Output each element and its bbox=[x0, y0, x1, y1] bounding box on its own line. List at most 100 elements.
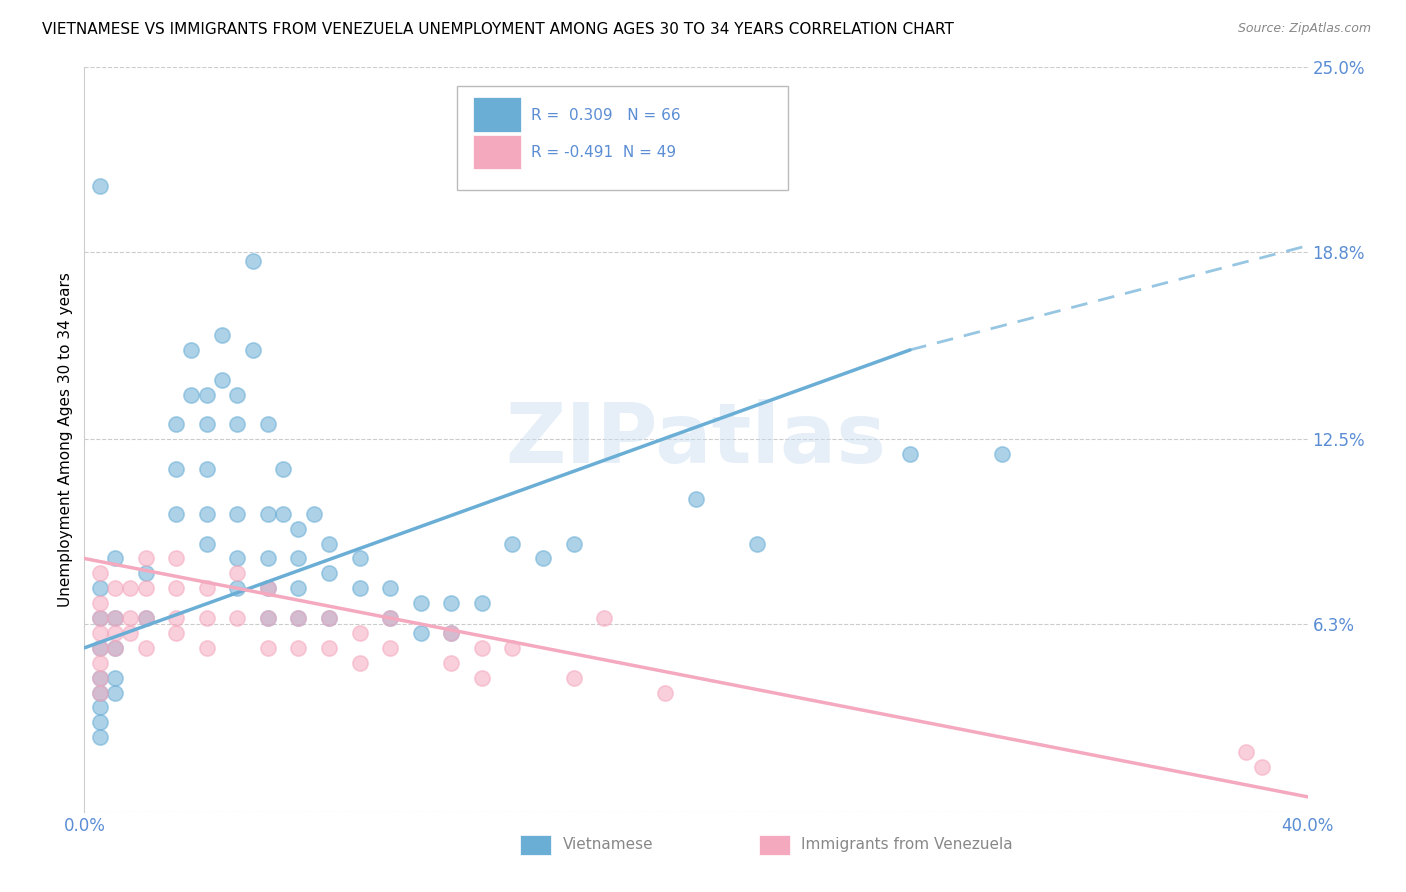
Point bbox=[89, 566, 111, 581]
Point bbox=[104, 611, 127, 625]
Point bbox=[195, 387, 218, 401]
Point bbox=[89, 685, 111, 699]
Point bbox=[135, 640, 157, 655]
Point bbox=[287, 640, 309, 655]
Point bbox=[471, 640, 494, 655]
Point bbox=[89, 179, 111, 194]
Point bbox=[471, 671, 494, 685]
Point bbox=[89, 685, 111, 699]
Point bbox=[89, 715, 111, 730]
Point bbox=[104, 611, 127, 625]
Point bbox=[89, 671, 111, 685]
Point bbox=[89, 582, 111, 596]
Point bbox=[318, 640, 340, 655]
Point bbox=[226, 566, 249, 581]
Point bbox=[89, 626, 111, 640]
Point bbox=[104, 551, 127, 566]
Point bbox=[165, 507, 187, 521]
Point bbox=[104, 640, 127, 655]
Point bbox=[531, 551, 554, 566]
Point bbox=[165, 462, 187, 476]
Point bbox=[440, 626, 463, 640]
Y-axis label: Unemployment Among Ages 30 to 34 years: Unemployment Among Ages 30 to 34 years bbox=[58, 272, 73, 607]
Point bbox=[165, 611, 187, 625]
Point bbox=[271, 507, 294, 521]
Point bbox=[380, 611, 402, 625]
Point bbox=[349, 656, 371, 670]
Point bbox=[89, 671, 111, 685]
Point bbox=[104, 582, 127, 596]
Point bbox=[1234, 745, 1257, 759]
Point bbox=[135, 611, 157, 625]
Point bbox=[104, 626, 127, 640]
Text: VIETNAMESE VS IMMIGRANTS FROM VENEZUELA UNEMPLOYMENT AMONG AGES 30 TO 34 YEARS C: VIETNAMESE VS IMMIGRANTS FROM VENEZUELA … bbox=[42, 22, 955, 37]
Point bbox=[195, 536, 218, 550]
Point bbox=[89, 640, 111, 655]
Point bbox=[1250, 760, 1272, 774]
Point bbox=[562, 671, 585, 685]
Point bbox=[104, 685, 127, 699]
Point bbox=[242, 343, 264, 357]
Point bbox=[257, 582, 280, 596]
Point bbox=[747, 536, 769, 550]
FancyBboxPatch shape bbox=[474, 97, 522, 132]
Point bbox=[502, 536, 524, 550]
Point bbox=[135, 566, 157, 581]
Point bbox=[380, 640, 402, 655]
Text: Immigrants from Venezuela: Immigrants from Venezuela bbox=[801, 838, 1014, 852]
Point bbox=[349, 582, 371, 596]
Point bbox=[195, 507, 218, 521]
Point bbox=[349, 551, 371, 566]
Point bbox=[898, 447, 921, 461]
Point bbox=[226, 611, 249, 625]
Point bbox=[318, 611, 340, 625]
Point bbox=[226, 551, 249, 566]
Point bbox=[257, 507, 280, 521]
Point bbox=[302, 507, 325, 521]
Point bbox=[440, 626, 463, 640]
Point bbox=[195, 462, 218, 476]
Point bbox=[120, 582, 142, 596]
Point bbox=[991, 447, 1014, 461]
Point bbox=[593, 611, 616, 625]
Point bbox=[318, 536, 340, 550]
Point bbox=[89, 656, 111, 670]
Point bbox=[180, 387, 202, 401]
Point bbox=[195, 582, 218, 596]
Point bbox=[195, 611, 218, 625]
Point bbox=[257, 417, 280, 432]
Point bbox=[287, 582, 309, 596]
Point bbox=[380, 582, 402, 596]
FancyBboxPatch shape bbox=[457, 86, 787, 190]
Point bbox=[165, 551, 187, 566]
Point bbox=[211, 373, 233, 387]
Point bbox=[318, 611, 340, 625]
Text: ZIPatlas: ZIPatlas bbox=[506, 399, 886, 480]
Point bbox=[226, 417, 249, 432]
Point bbox=[120, 626, 142, 640]
Text: R = -0.491  N = 49: R = -0.491 N = 49 bbox=[531, 145, 676, 160]
Point bbox=[195, 417, 218, 432]
Point bbox=[165, 417, 187, 432]
Point bbox=[89, 640, 111, 655]
Point bbox=[287, 611, 309, 625]
Point bbox=[287, 551, 309, 566]
Point bbox=[226, 582, 249, 596]
Point bbox=[135, 582, 157, 596]
Point bbox=[242, 253, 264, 268]
Text: Vietnamese: Vietnamese bbox=[562, 838, 652, 852]
Point bbox=[89, 730, 111, 744]
Point bbox=[287, 611, 309, 625]
Point bbox=[257, 611, 280, 625]
Point bbox=[135, 611, 157, 625]
Point bbox=[685, 491, 707, 506]
Point bbox=[502, 640, 524, 655]
Point bbox=[654, 685, 676, 699]
Point bbox=[380, 611, 402, 625]
Point bbox=[89, 596, 111, 610]
Point bbox=[120, 611, 142, 625]
Point bbox=[180, 343, 202, 357]
Point bbox=[349, 626, 371, 640]
Point bbox=[562, 536, 585, 550]
Point bbox=[257, 551, 280, 566]
